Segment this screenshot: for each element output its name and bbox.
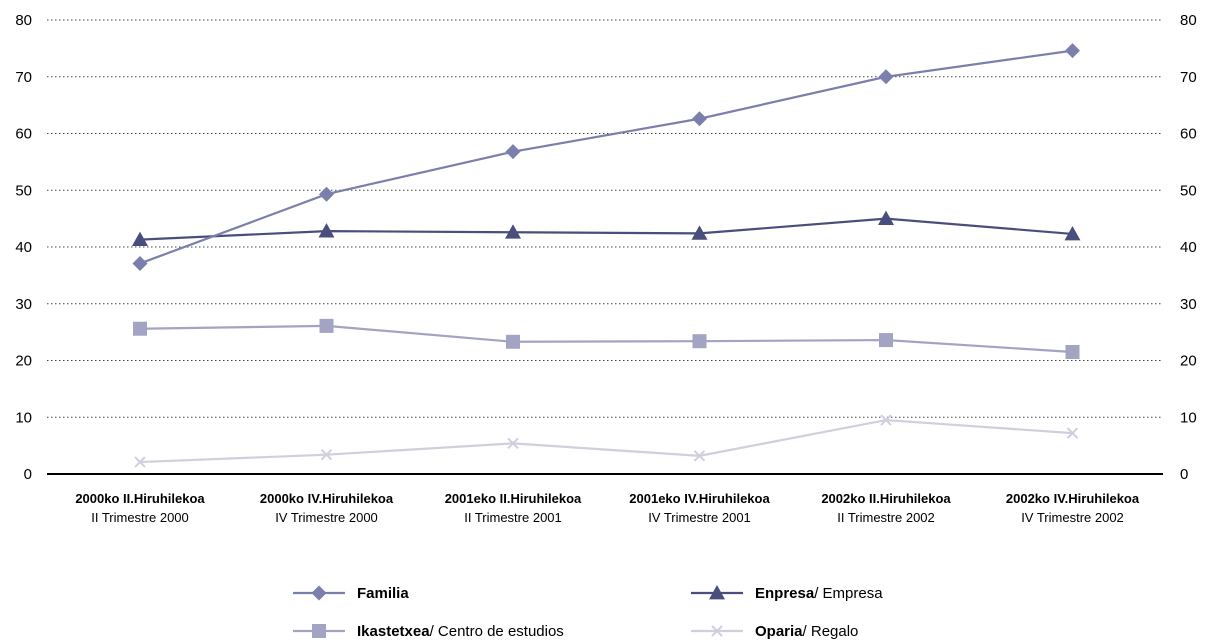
data-point-diamond <box>505 144 521 160</box>
y-tick-label: 50 <box>15 182 32 199</box>
data-point-triangle <box>505 224 521 239</box>
x-category-label: 2000ko II.Hiruhilekoa <box>75 491 205 506</box>
x-category-label: 2002ko II.Hiruhilekoa <box>821 491 951 506</box>
data-point-x <box>693 450 706 462</box>
data-point-x <box>320 448 333 461</box>
series-line <box>139 49 1073 265</box>
y-tick-label-right: 30 <box>1180 296 1197 313</box>
y-tick-label-right: 80 <box>1180 12 1197 29</box>
data-point-diamond <box>878 69 894 85</box>
series-line <box>139 418 1073 464</box>
x-category-sublabel: IV Trimestre 2000 <box>275 510 378 525</box>
x-category-sublabel: II Trimestre 2002 <box>837 510 935 525</box>
series-ikastetxea <box>133 318 1080 359</box>
y-tick-label: 30 <box>15 296 32 313</box>
data-point-x <box>134 456 146 468</box>
x-category-sublabel: IV Trimestre 2001 <box>648 510 751 525</box>
y-tick-label-right: 0 <box>1180 466 1188 483</box>
series-enpresa <box>132 210 1081 247</box>
gridlines <box>47 19 1163 418</box>
x-category-label: 2001eko II.Hiruhilekoa <box>445 491 582 506</box>
x-category-sublabel: II Trimestre 2000 <box>91 510 189 525</box>
x-category-sublabel: IV Trimestre 2002 <box>1021 510 1124 525</box>
y-tick-label: 0 <box>24 466 32 483</box>
series-line <box>139 324 1073 354</box>
data-point-square <box>506 334 520 349</box>
data-point-x <box>880 414 892 426</box>
x-category-label: 2001eko IV.Hiruhilekoa <box>629 491 770 506</box>
series-lines <box>132 43 1081 468</box>
x-marker-stroke <box>507 437 519 450</box>
data-point-diamond <box>1065 43 1080 59</box>
y-tick-label: 10 <box>15 409 32 426</box>
y-tick-label: 80 <box>15 12 32 29</box>
y-tick-label-right: 10 <box>1180 409 1197 426</box>
data-point-triangle <box>1064 225 1081 241</box>
series-line <box>139 217 1073 241</box>
y-tick-label-right: 70 <box>1180 69 1197 86</box>
x-marker-stroke <box>320 448 333 461</box>
y-tick-label-right: 40 <box>1180 239 1197 256</box>
x-marker-stroke <box>134 456 146 468</box>
data-point-triangle <box>132 231 148 247</box>
data-point-triangle <box>691 225 708 240</box>
y-tick-label: 40 <box>15 239 32 256</box>
x-marker-stroke <box>693 450 706 462</box>
y-axis-left-ticks: 0 10 20 30 40 50 60 70 80 <box>15 12 32 483</box>
data-point-square <box>692 334 707 349</box>
data-point-x <box>507 437 519 450</box>
x-marker-stroke <box>880 414 892 426</box>
y-tick-label-right: 60 <box>1180 126 1197 143</box>
x-category-label: 2000ko IV.Hiruhilekoa <box>260 491 394 506</box>
data-point-square <box>879 333 893 348</box>
data-point-square <box>319 318 334 333</box>
y-axis-right-ticks: 0 10 20 30 40 50 60 70 80 <box>1180 12 1197 483</box>
y-tick-label-right: 50 <box>1180 182 1197 199</box>
data-point-diamond <box>692 111 707 127</box>
series-oparia <box>134 414 1079 468</box>
y-tick-label: 20 <box>15 353 32 370</box>
data-point-triangle <box>318 223 335 238</box>
y-tick-label: 70 <box>15 69 32 86</box>
data-point-triangle <box>878 210 894 226</box>
data-point-square <box>1065 344 1080 359</box>
data-point-diamond <box>319 186 334 202</box>
data-point-square <box>133 321 147 336</box>
x-category-label: 2002ko IV.Hiruhilekoa <box>1006 491 1140 506</box>
data-point-diamond <box>132 255 148 271</box>
x-axis-categories: 2000ko II.Hiruhilekoa II Trimestre 2000 20… <box>75 491 1140 525</box>
x-category-sublabel: II Trimestre 2001 <box>464 510 562 525</box>
series-familia <box>132 43 1080 271</box>
data-point-x <box>1066 427 1079 439</box>
y-tick-label: 60 <box>15 126 32 143</box>
x-marker-stroke <box>1066 427 1079 439</box>
y-tick-label-right: 20 <box>1180 353 1197 370</box>
